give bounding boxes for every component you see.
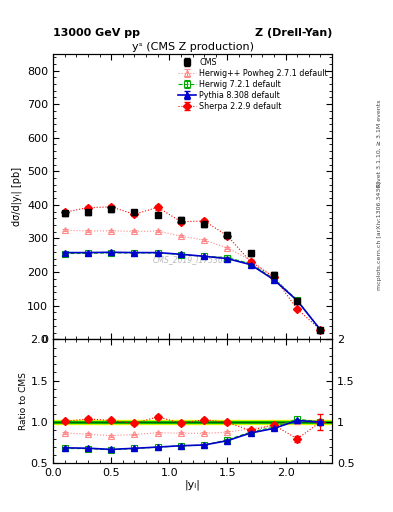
- Legend: CMS, Herwig++ Powheg 2.7.1 default, Herwig 7.2.1 default, Pythia 8.308 default, : CMS, Herwig++ Powheg 2.7.1 default, Herw…: [177, 56, 330, 113]
- Text: mcplots.cern.ch [arXiv:1306.3436]: mcplots.cern.ch [arXiv:1306.3436]: [377, 181, 382, 290]
- Text: Rivet 3.1.10, ≥ 3.1M events: Rivet 3.1.10, ≥ 3.1M events: [377, 100, 382, 187]
- X-axis label: |yᵢ|: |yᵢ|: [185, 480, 200, 490]
- Y-axis label: dσ/d|yᵢ| [pb]: dσ/d|yᵢ| [pb]: [11, 167, 22, 226]
- Title: yˢ (CMS Z production): yˢ (CMS Z production): [132, 41, 253, 52]
- Text: Z (Drell-Yan): Z (Drell-Yan): [255, 28, 332, 38]
- Text: 13000 GeV pp: 13000 GeV pp: [53, 28, 140, 38]
- Text: CMS_2019_I1753680: CMS_2019_I1753680: [152, 255, 233, 264]
- Y-axis label: Ratio to CMS: Ratio to CMS: [18, 372, 28, 430]
- Bar: [53, 421, 332, 423]
- Bar: [53, 420, 332, 424]
